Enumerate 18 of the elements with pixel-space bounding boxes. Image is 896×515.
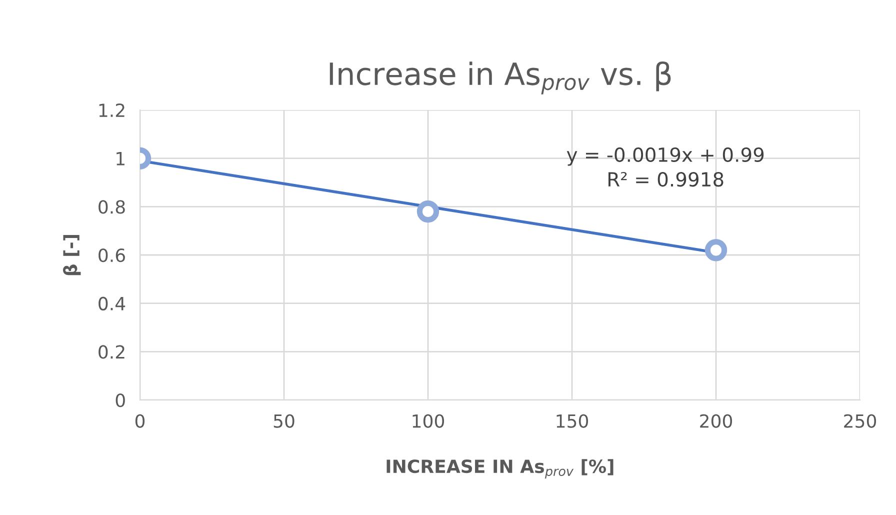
x-tick-label: 250	[844, 414, 876, 428]
chart-title: Increase in As$_{prov}$ vs. β	[330, 61, 671, 94]
y-tick-label: 0.8	[98, 200, 125, 214]
y-tick-label: 0.4	[98, 296, 126, 310]
x-tick-label: 0	[135, 414, 145, 428]
x-tick-label: 50	[274, 414, 294, 428]
x-tick-label: 150	[556, 414, 588, 428]
y-tick-label: 0.6	[98, 248, 125, 262]
x-tick-label: 100	[412, 414, 444, 428]
y-tick-label: 1	[116, 152, 124, 166]
x-axis-title: INCREASE IN As$_{prov}$ [%]	[386, 459, 614, 478]
y-axis-title: β [-]	[63, 234, 81, 276]
x-tick-label: 200	[700, 414, 732, 428]
y-tick-label: 0.2	[98, 345, 124, 359]
y-tick-label: 1.2	[99, 103, 124, 117]
y-tick-label: 0	[116, 393, 125, 408]
annotation: y = -0.0019x + 0.99	[566, 147, 764, 166]
annotation: R² = 0.9918	[608, 172, 724, 187]
